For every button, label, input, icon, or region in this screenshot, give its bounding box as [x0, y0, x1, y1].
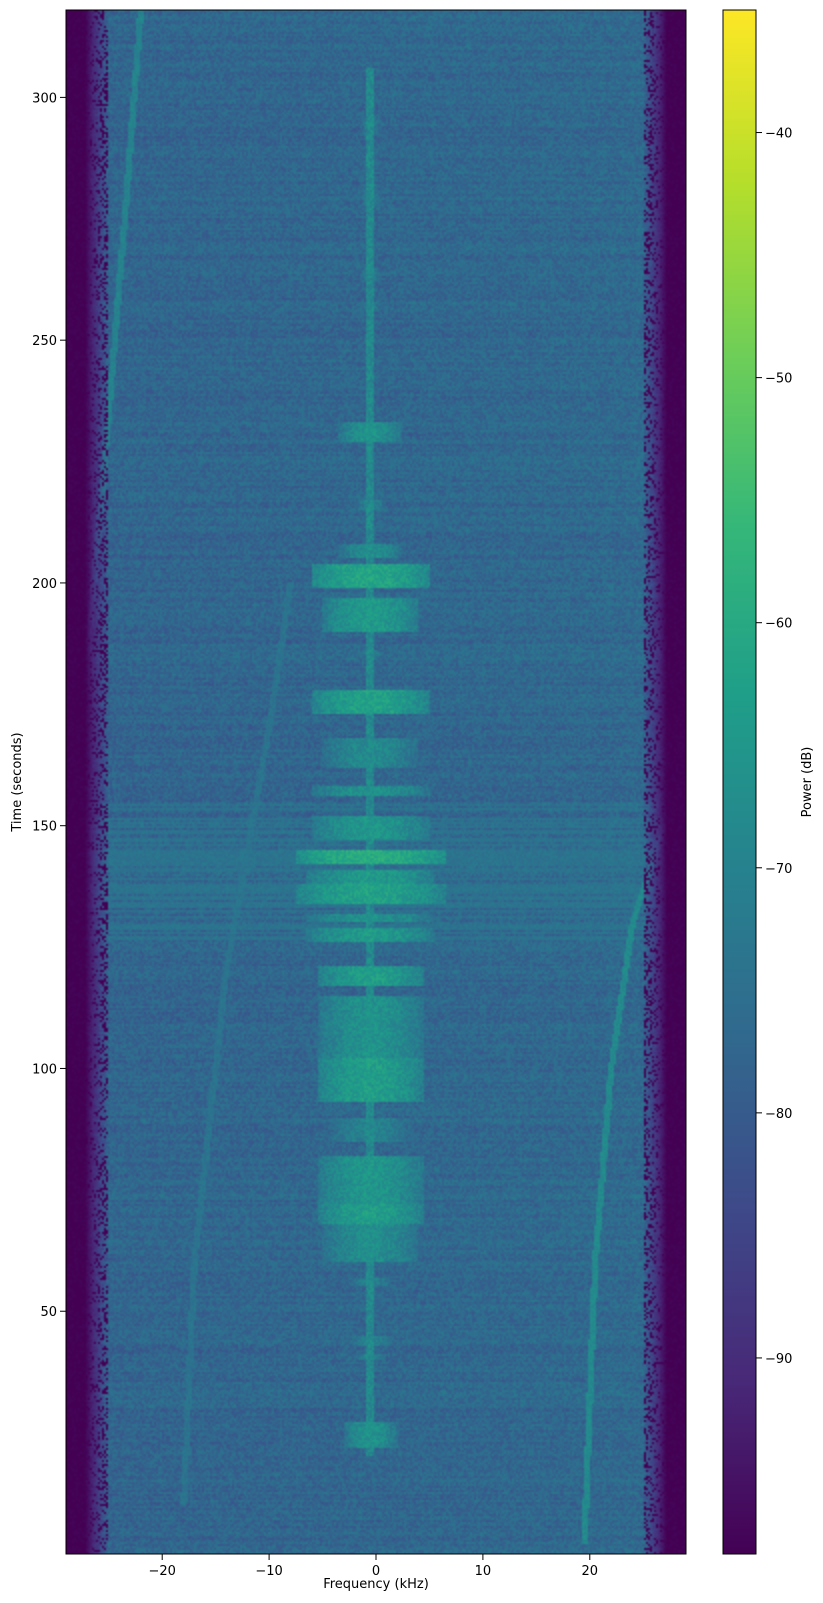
colorbar-tick-label: −60	[765, 617, 792, 632]
y-tick-label: 100	[32, 1062, 57, 1077]
x-axis-label: Frequency (kHz)	[323, 1577, 429, 1592]
x-tick-label: −20	[148, 1564, 175, 1579]
x-tick-label: 20	[582, 1564, 599, 1579]
x-tick-label: −10	[255, 1564, 282, 1579]
colorbar-ticks: −40 −50 −60 −70 −80 −90	[756, 127, 792, 1367]
x-tick-label: 0	[372, 1564, 380, 1579]
y-tick-label: 250	[32, 334, 57, 349]
x-tick-label: 10	[475, 1564, 492, 1579]
y-axis-label: Time (seconds)	[10, 732, 25, 832]
colorbar-tick-label: −40	[765, 127, 792, 142]
y-tick-label: 150	[32, 820, 57, 835]
y-tick-label: 200	[32, 577, 57, 592]
colorbar-label: Power (dB)	[800, 747, 815, 818]
y-tick-label: 300	[32, 91, 57, 106]
y-tick-label: 50	[40, 1305, 57, 1320]
spectrogram-image	[66, 10, 686, 1554]
colorbar-tick-label: −90	[765, 1352, 792, 1367]
colorbar-tick-label: −50	[765, 372, 792, 387]
y-axis-ticks: 50 100 150 200 250 300	[32, 91, 66, 1320]
colorbar-tick-label: −70	[765, 862, 792, 877]
colorbar-tick-label: −80	[765, 1107, 792, 1122]
colorbar	[722, 9, 757, 1555]
spectrogram-heatmap	[66, 10, 686, 1554]
x-axis-ticks: −20 −10 0 10 20	[148, 1554, 598, 1579]
